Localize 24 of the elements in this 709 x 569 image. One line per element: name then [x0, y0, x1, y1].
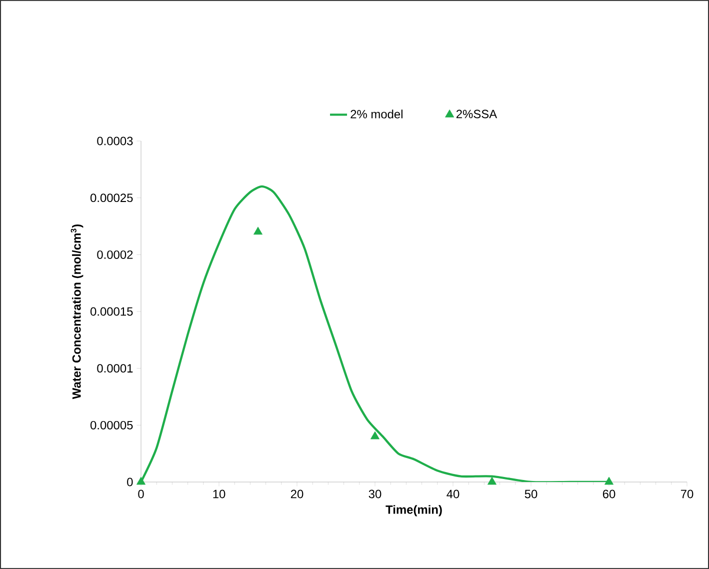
y-tick-label: 0.0001 — [97, 364, 133, 373]
x-tick-label: 50 — [524, 490, 538, 498]
x-tick-label: 60 — [602, 490, 616, 498]
y-tick-label: 0 — [127, 478, 133, 486]
point — [136, 476, 146, 485]
legend-label: 2%SSA — [456, 110, 498, 118]
x-tick-label: 0 — [138, 490, 144, 498]
x-tick-label: 10 — [213, 490, 226, 498]
point — [253, 226, 263, 235]
x-tick-label: 30 — [368, 490, 382, 498]
legend-label: 2% model — [350, 110, 402, 118]
y-tick-label: 0.00015 — [90, 307, 133, 316]
y-axis-title: Water Concentration (mol/cm$^{3}$) — [70, 224, 84, 400]
y-tick-label: 0.00005 — [90, 420, 133, 430]
x-tick-label: 40 — [446, 490, 460, 498]
y-tick-label: 0.00025 — [90, 194, 133, 202]
point — [604, 476, 614, 485]
x-axis-title: Time(min) — [386, 505, 442, 516]
x-tick-label: 70 — [680, 490, 694, 498]
point — [370, 431, 380, 440]
x-tick-label: 20 — [290, 490, 304, 498]
y-tick-label: 0.0003 — [97, 136, 133, 146]
y-tick-label: 0.0002 — [97, 250, 133, 259]
point — [487, 476, 497, 485]
